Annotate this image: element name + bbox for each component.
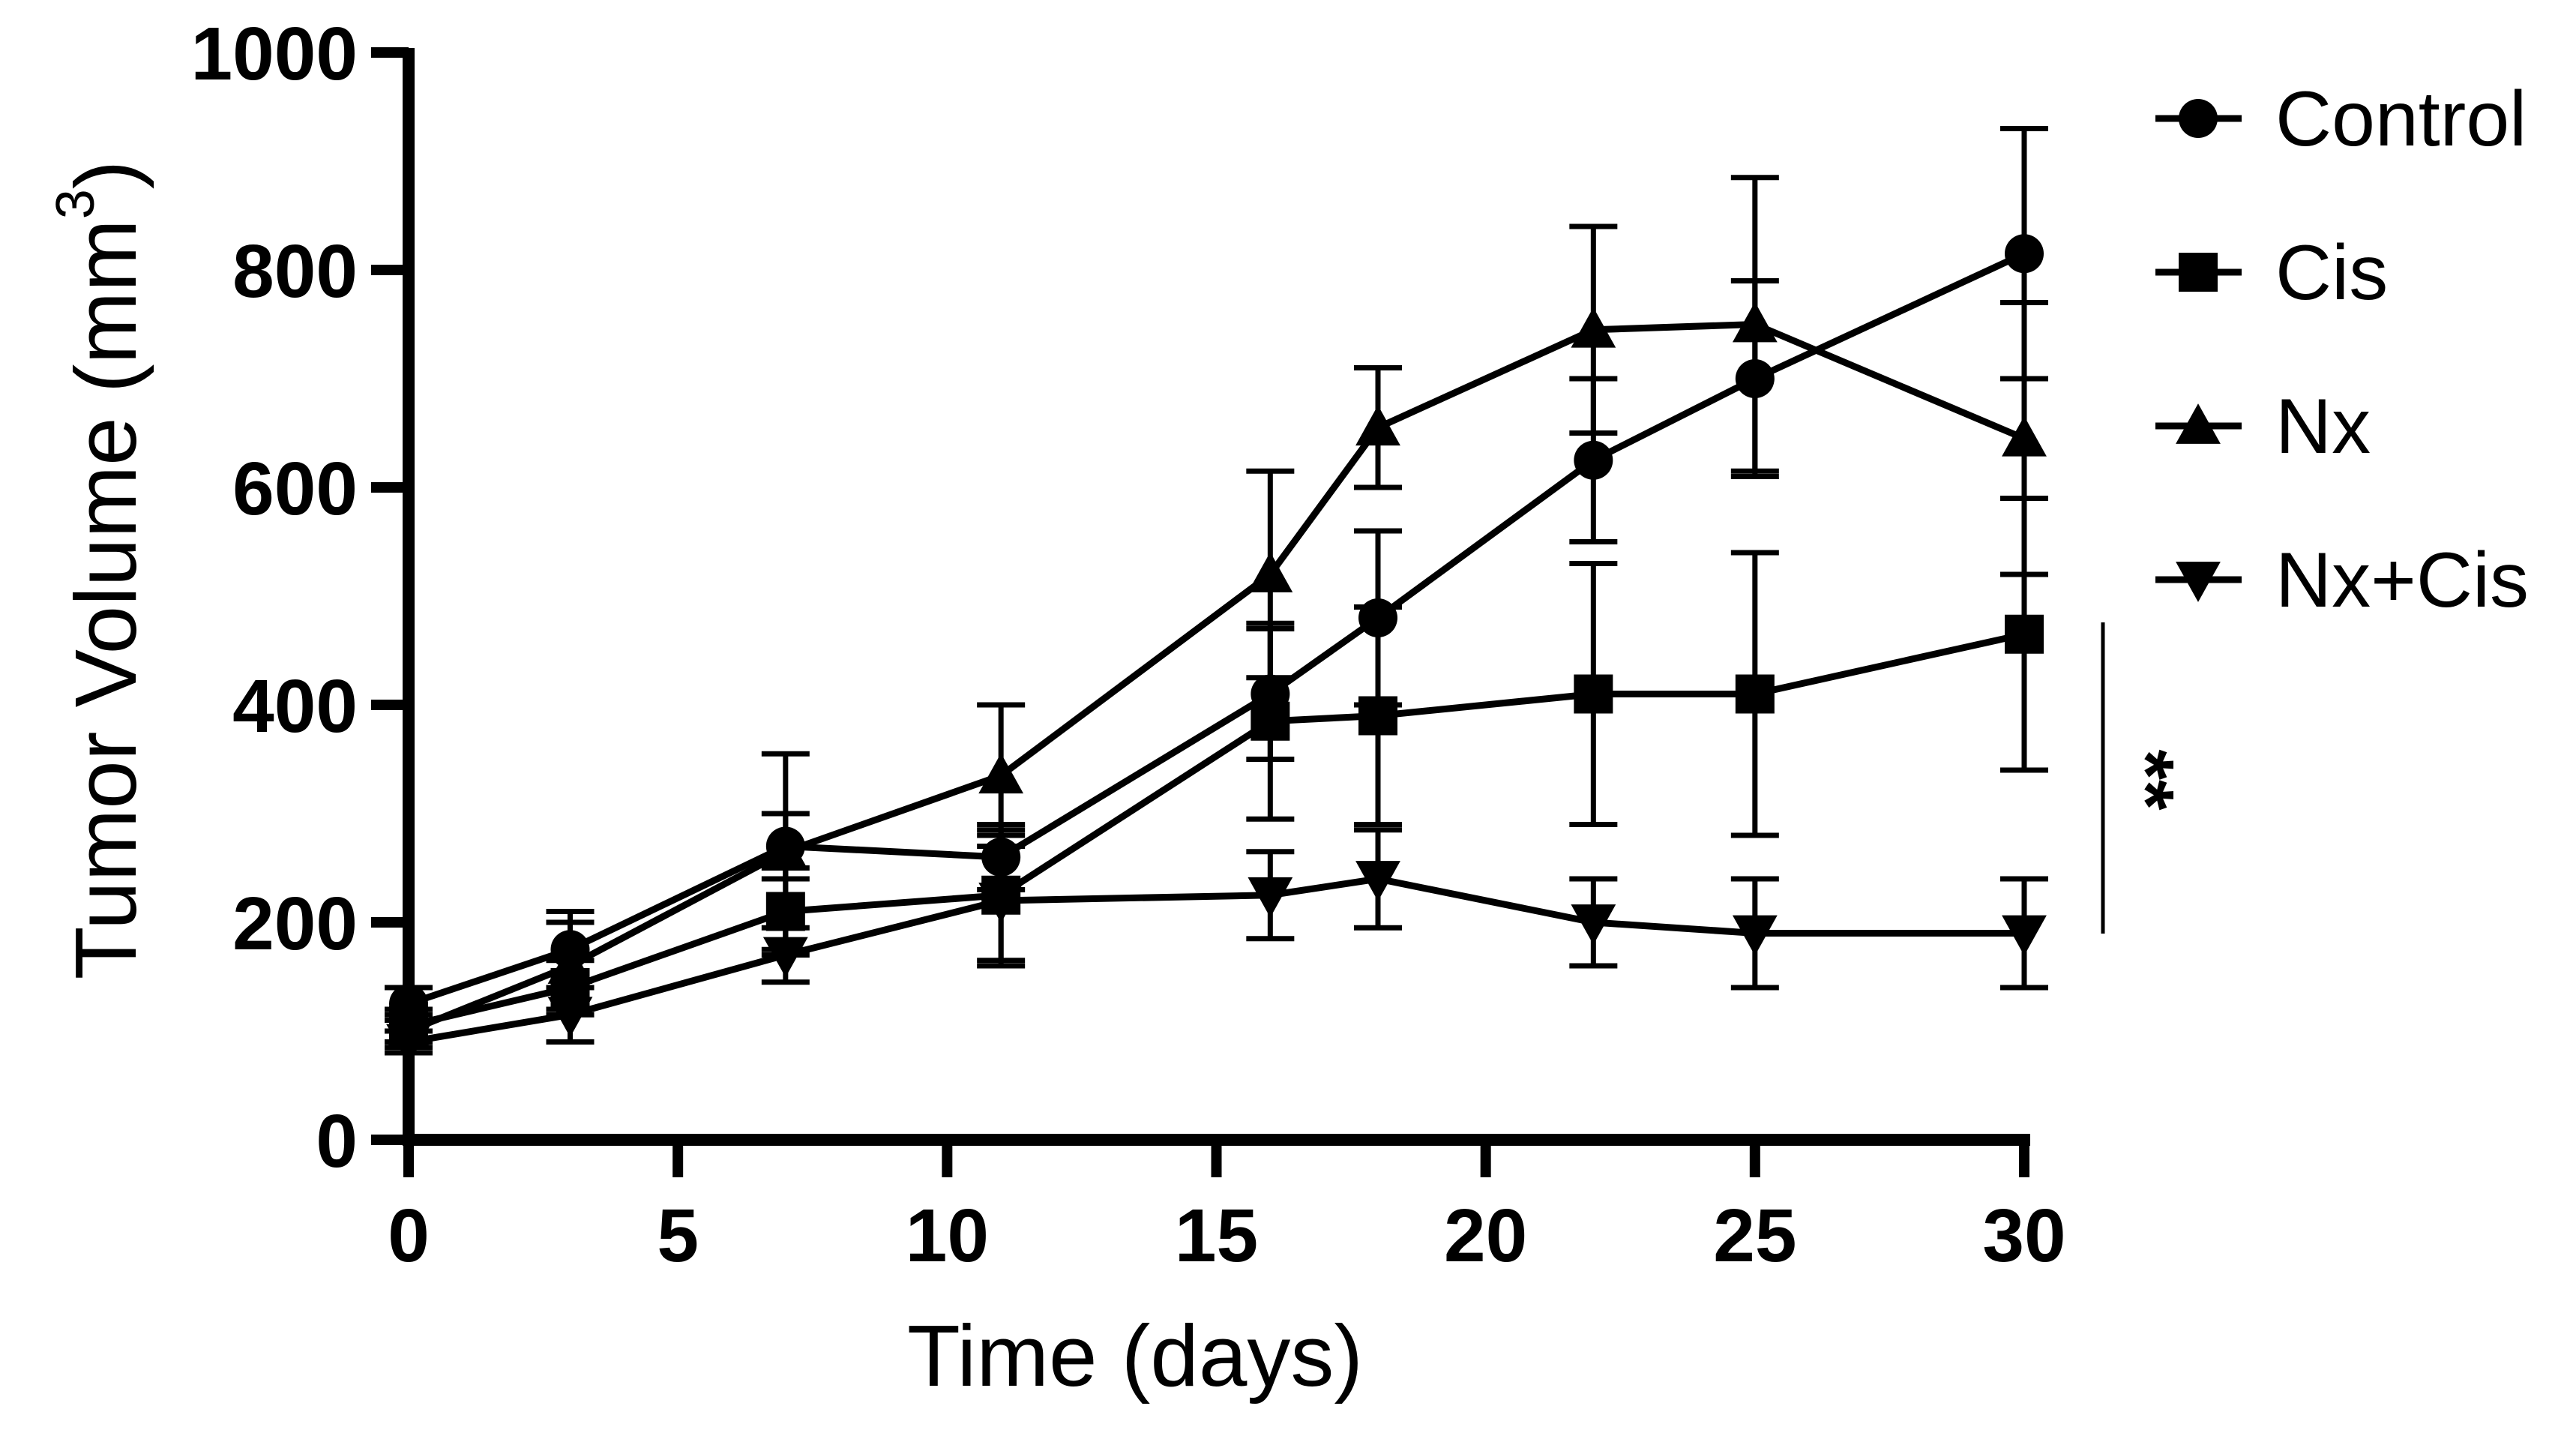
data-point-cis	[1735, 674, 1775, 714]
significance-annotation: **	[2101, 622, 2190, 934]
series-line-nx	[407, 320, 2026, 1035]
legend-marker-nx	[2176, 403, 2221, 444]
legend-marker-control	[2179, 99, 2218, 138]
data-point-nx	[1355, 405, 1400, 446]
legend-marker-cis	[2179, 253, 2218, 292]
y-tick-label: 600	[232, 447, 358, 531]
series-layer	[385, 126, 2048, 1065]
data-point-cis	[2005, 614, 2044, 654]
y-tick-label: 200	[232, 882, 358, 966]
data-point-nx	[762, 829, 808, 870]
legend-item-cis: Cis	[2155, 229, 2388, 316]
series-control	[385, 126, 2048, 1024]
significance-label: **	[2103, 750, 2190, 811]
data-point-nx-cis	[762, 937, 808, 978]
y-tick-label: 400	[232, 664, 358, 748]
y-tick-label: 800	[232, 229, 358, 313]
y-axis-title-superscript: 3	[46, 189, 106, 219]
y-axis-title-text: Tumor Volume (mm	[57, 219, 154, 979]
data-point-nx	[1732, 301, 1778, 343]
y-axis-title: Tumor Volume (mm3)	[46, 160, 154, 980]
data-point-nx-cis	[1248, 877, 1293, 918]
data-point-cis	[1251, 701, 1290, 741]
x-tick-label: 5	[657, 1194, 699, 1278]
legend-label-nx: Nx	[2275, 383, 2371, 470]
legend-label-cis: Cis	[2275, 229, 2388, 316]
data-point-nx-cis	[2002, 915, 2047, 956]
data-point-nx	[1571, 307, 1616, 348]
x-tick-label: 15	[1175, 1194, 1258, 1278]
x-tick-label: 25	[1713, 1194, 1796, 1278]
svg-text:Tumor Volume (mm3): Tumor Volume (mm3)	[46, 160, 154, 980]
x-tick-label: 20	[1444, 1194, 1527, 1278]
axes: 0 200 400 600 800 1000 0 5 10 15 20 25 30	[191, 12, 2066, 1278]
legend-item-nx-cis: Nx+Cis	[2155, 537, 2529, 624]
y-tick-label: 0	[316, 1099, 358, 1183]
series-line-cis	[407, 631, 2025, 1030]
data-point-nx-cis	[1732, 915, 1778, 956]
x-tick-label: 10	[906, 1194, 989, 1278]
legend-marker-nx-cis	[2176, 562, 2221, 602]
legend-label-control: Control	[2275, 76, 2527, 163]
x-tick-label: 30	[1982, 1194, 2065, 1278]
data-point-nx	[547, 943, 593, 984]
legend-label-nx-cis: Nx+Cis	[2275, 537, 2529, 624]
series-cis	[385, 496, 2048, 1045]
data-point-cis	[1574, 674, 1613, 714]
series-nx-cis	[385, 827, 2048, 1065]
series-line-control	[407, 250, 2026, 1008]
data-point-control	[1574, 440, 1613, 480]
data-point-nx	[1248, 552, 1293, 592]
y-axis-title-close: )	[57, 160, 154, 190]
data-point-nx	[2002, 415, 2047, 457]
data-point-nx-cis	[547, 997, 593, 1038]
y-tick-label: 1000	[191, 12, 358, 96]
legend: Control Cis Nx Nx+Cis	[2155, 76, 2529, 624]
data-point-nx-cis	[386, 1024, 431, 1065]
data-point-control	[2005, 234, 2044, 274]
data-point-nx-cis	[978, 883, 1024, 923]
data-point-nx-cis	[1355, 861, 1400, 901]
legend-item-nx: Nx	[2155, 383, 2371, 470]
x-tick-label: 0	[388, 1194, 430, 1278]
series-nx	[385, 175, 2048, 1051]
data-point-nx-cis	[1571, 904, 1616, 945]
x-axis-title: Time (days)	[907, 1307, 1363, 1405]
data-point-nx	[978, 753, 1024, 794]
data-point-cis	[1358, 696, 1397, 736]
legend-item-control: Control	[2155, 76, 2527, 163]
